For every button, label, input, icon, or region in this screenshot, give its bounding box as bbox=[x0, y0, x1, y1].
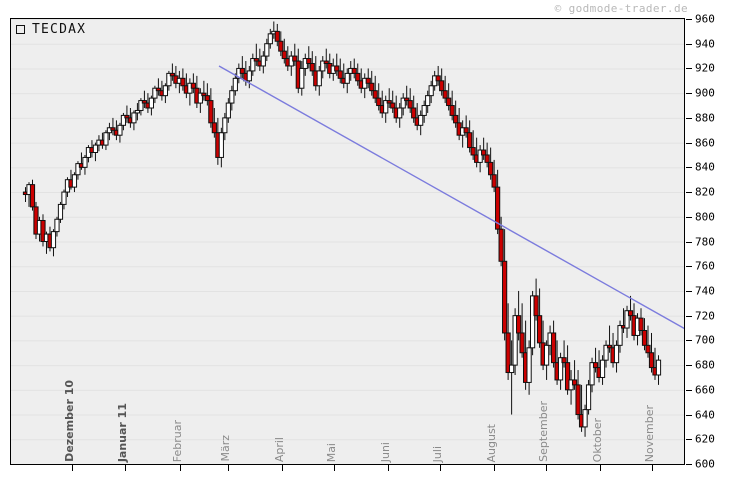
x-axis-label: August bbox=[485, 423, 498, 463]
y-axis-label: 900 bbox=[695, 86, 715, 100]
y-axis-tick bbox=[686, 290, 692, 292]
y-axis-label: 840 bbox=[695, 160, 715, 174]
y-axis-label: 620 bbox=[695, 432, 715, 446]
x-axis-tick bbox=[228, 465, 229, 471]
x-axis bbox=[10, 465, 686, 481]
x-axis-tick bbox=[388, 465, 389, 471]
y-axis-tick bbox=[686, 315, 692, 317]
series-legend[interactable]: TECDAX bbox=[16, 22, 86, 37]
x-axis-tick bbox=[600, 465, 601, 471]
y-axis-tick bbox=[686, 241, 692, 243]
x-axis-label: Juni bbox=[379, 441, 392, 462]
y-axis-label: 600 bbox=[695, 457, 715, 471]
y-axis-tick bbox=[686, 142, 692, 144]
x-axis-tick bbox=[125, 465, 126, 471]
watermark-credit: © godmode-trader.de bbox=[554, 2, 688, 15]
x-axis-tick bbox=[546, 465, 547, 471]
x-axis-label: April bbox=[273, 436, 286, 462]
y-axis-tick bbox=[686, 167, 692, 169]
y-axis-tick bbox=[686, 464, 692, 465]
x-axis-label: November bbox=[643, 404, 656, 462]
y-axis-tick bbox=[686, 266, 692, 268]
y-axis-tick bbox=[686, 192, 692, 194]
y-axis-tick bbox=[686, 117, 692, 119]
y-axis-label: 640 bbox=[695, 408, 715, 422]
y-axis-label: 960 bbox=[695, 12, 715, 26]
x-axis-tick bbox=[440, 465, 441, 471]
y-axis-label: 740 bbox=[695, 284, 715, 298]
x-axis-tick bbox=[282, 465, 283, 471]
downtrend-line bbox=[218, 65, 684, 330]
y-axis-tick bbox=[686, 414, 692, 416]
y-axis-tick bbox=[686, 19, 692, 20]
x-axis-label: Februar bbox=[171, 419, 184, 462]
y-axis-label: 860 bbox=[695, 136, 715, 150]
x-axis-tick bbox=[652, 465, 653, 471]
y-axis-tick bbox=[686, 365, 692, 367]
y-axis-label: 760 bbox=[695, 259, 715, 273]
x-axis-label: Oktober bbox=[591, 417, 604, 462]
y-axis-tick bbox=[686, 389, 692, 391]
series-label: TECDAX bbox=[32, 22, 87, 37]
y-axis-label: 680 bbox=[695, 358, 715, 372]
x-axis-tick bbox=[334, 465, 335, 471]
y-axis-tick bbox=[686, 216, 692, 218]
y-axis-tick bbox=[686, 439, 692, 441]
x-axis-label: Mai bbox=[325, 442, 338, 462]
checkbox-square-icon[interactable] bbox=[16, 25, 25, 34]
plot-area[interactable]: Dezember 10 Januar 11 Februar März April Mai J… bbox=[10, 18, 685, 465]
y-axis-tick bbox=[686, 68, 692, 70]
x-axis-label: März bbox=[219, 435, 232, 462]
y-axis-tick bbox=[686, 340, 692, 342]
x-axis-tick bbox=[72, 465, 73, 471]
y-axis-label: 880 bbox=[695, 111, 715, 125]
y-axis-label: 780 bbox=[695, 235, 715, 248]
x-axis-label: Dezember 10 bbox=[63, 380, 76, 462]
x-axis-label: September bbox=[537, 401, 550, 462]
x-axis-tick bbox=[494, 465, 495, 471]
y-axis: 960 940 920 900 880 860 840 820 800 780 760 740 720 7… bbox=[686, 13, 730, 471]
y-axis-label: 700 bbox=[695, 333, 715, 347]
y-axis-tick bbox=[686, 93, 692, 95]
y-axis-label: 660 bbox=[695, 383, 715, 397]
y-axis-label: 800 bbox=[695, 210, 715, 224]
y-axis-label: 920 bbox=[695, 61, 715, 75]
y-axis-label: 940 bbox=[695, 37, 715, 51]
y-axis-label: 820 bbox=[695, 185, 715, 199]
y-axis-tick bbox=[686, 43, 692, 45]
x-axis-tick bbox=[180, 465, 181, 471]
x-axis-label: Juli bbox=[431, 445, 444, 462]
x-axis-label: Januar 11 bbox=[116, 402, 129, 462]
candlestick-canvas bbox=[11, 19, 684, 441]
y-axis-label: 720 bbox=[695, 309, 715, 323]
